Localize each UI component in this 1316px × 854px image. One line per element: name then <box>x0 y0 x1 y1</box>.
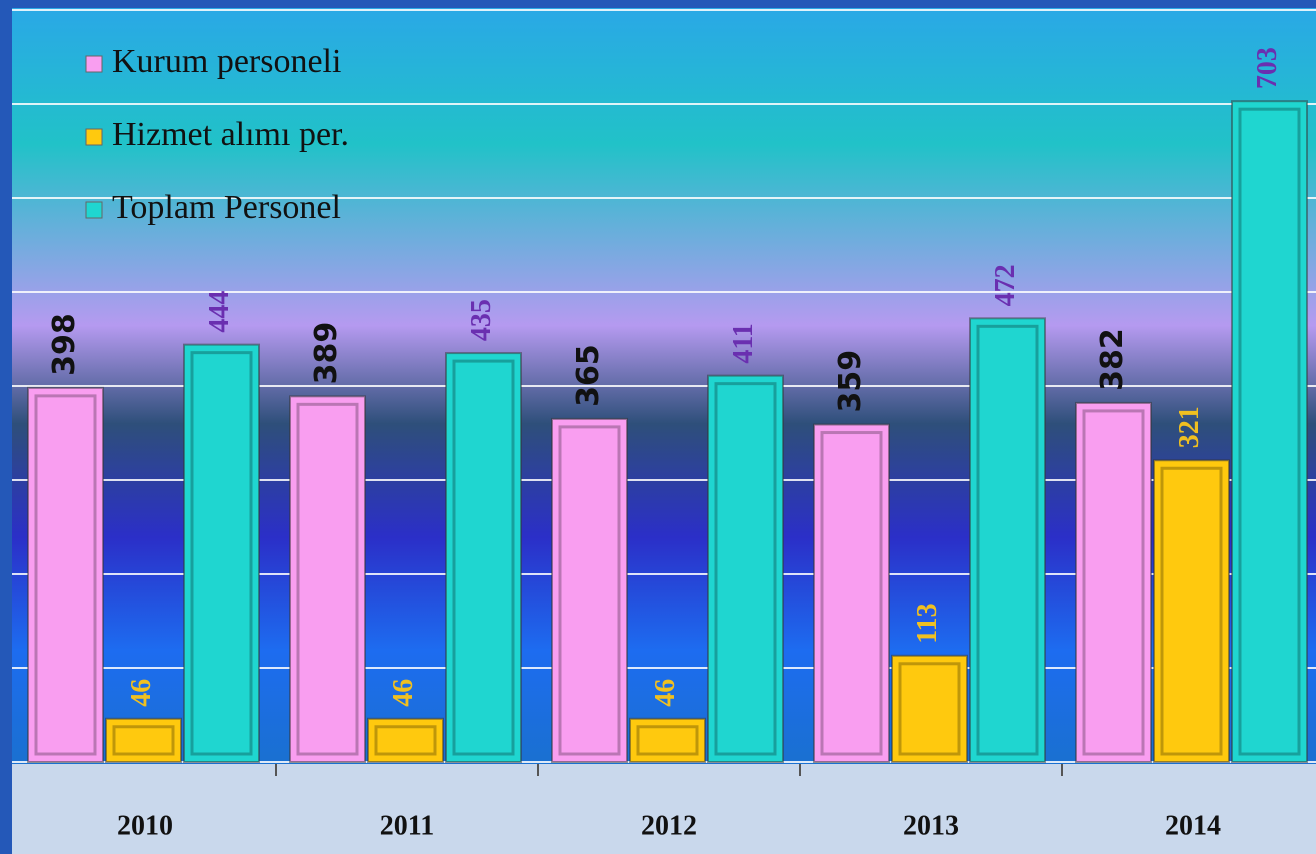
bar <box>1231 100 1308 764</box>
bar-bevel <box>1160 466 1223 756</box>
legend-label: Kurum personeli <box>112 43 341 80</box>
bar-bevel <box>34 394 97 756</box>
data-label: 435 <box>466 299 497 341</box>
bar <box>289 395 366 763</box>
data-label: 46 <box>650 679 681 707</box>
data-label: 398 <box>47 313 82 376</box>
data-label: 703 <box>1252 47 1283 89</box>
bar <box>1075 401 1152 763</box>
data-label: 411 <box>728 323 759 363</box>
legend-swatch <box>85 201 103 219</box>
bar-bevel <box>898 662 961 756</box>
x-tick-label: 2014 <box>1165 810 1221 841</box>
data-label: 359 <box>833 350 868 413</box>
data-label: 382 <box>1095 328 1130 391</box>
bar <box>551 417 628 763</box>
data-label: 389 <box>309 322 344 385</box>
bar-bevel <box>558 425 621 756</box>
bar <box>969 317 1046 763</box>
data-label: 365 <box>571 344 606 407</box>
x-tick-label: 2012 <box>641 810 697 841</box>
bar <box>707 374 784 763</box>
data-label: 46 <box>388 679 419 707</box>
bar-bevel <box>190 351 253 756</box>
legend-swatch <box>85 55 103 73</box>
data-label: 444 <box>204 291 235 333</box>
bar-bevel <box>374 725 437 756</box>
bar <box>1153 459 1230 763</box>
bar-bevel <box>820 431 883 756</box>
data-label: 472 <box>990 264 1021 306</box>
data-label: 46 <box>126 679 157 707</box>
bar-bevel <box>714 382 777 756</box>
axis-strip <box>12 764 1316 854</box>
data-label: 113 <box>912 603 943 643</box>
legend-label: Hizmet alımı per. <box>112 116 349 153</box>
bar-bevel <box>112 725 175 756</box>
bar-bevel <box>452 359 515 756</box>
x-tick-label: 2011 <box>380 810 434 841</box>
data-label: 321 <box>1174 406 1205 448</box>
bar <box>105 717 182 764</box>
bar <box>445 352 522 763</box>
legend-label: Toplam Personel <box>112 189 341 226</box>
bar-bevel <box>976 324 1039 756</box>
bar <box>183 343 260 763</box>
x-tick-label: 2013 <box>903 810 959 841</box>
legend-swatch <box>85 128 103 146</box>
bar-bevel <box>636 725 699 756</box>
bar-bevel <box>1238 107 1301 756</box>
bar <box>813 423 890 763</box>
x-tick-label: 2010 <box>117 810 173 841</box>
bar-bevel <box>296 402 359 756</box>
bar <box>891 654 968 764</box>
bar <box>367 717 444 764</box>
bar <box>27 386 104 763</box>
bar <box>629 717 706 764</box>
bar-bevel <box>1082 409 1145 756</box>
